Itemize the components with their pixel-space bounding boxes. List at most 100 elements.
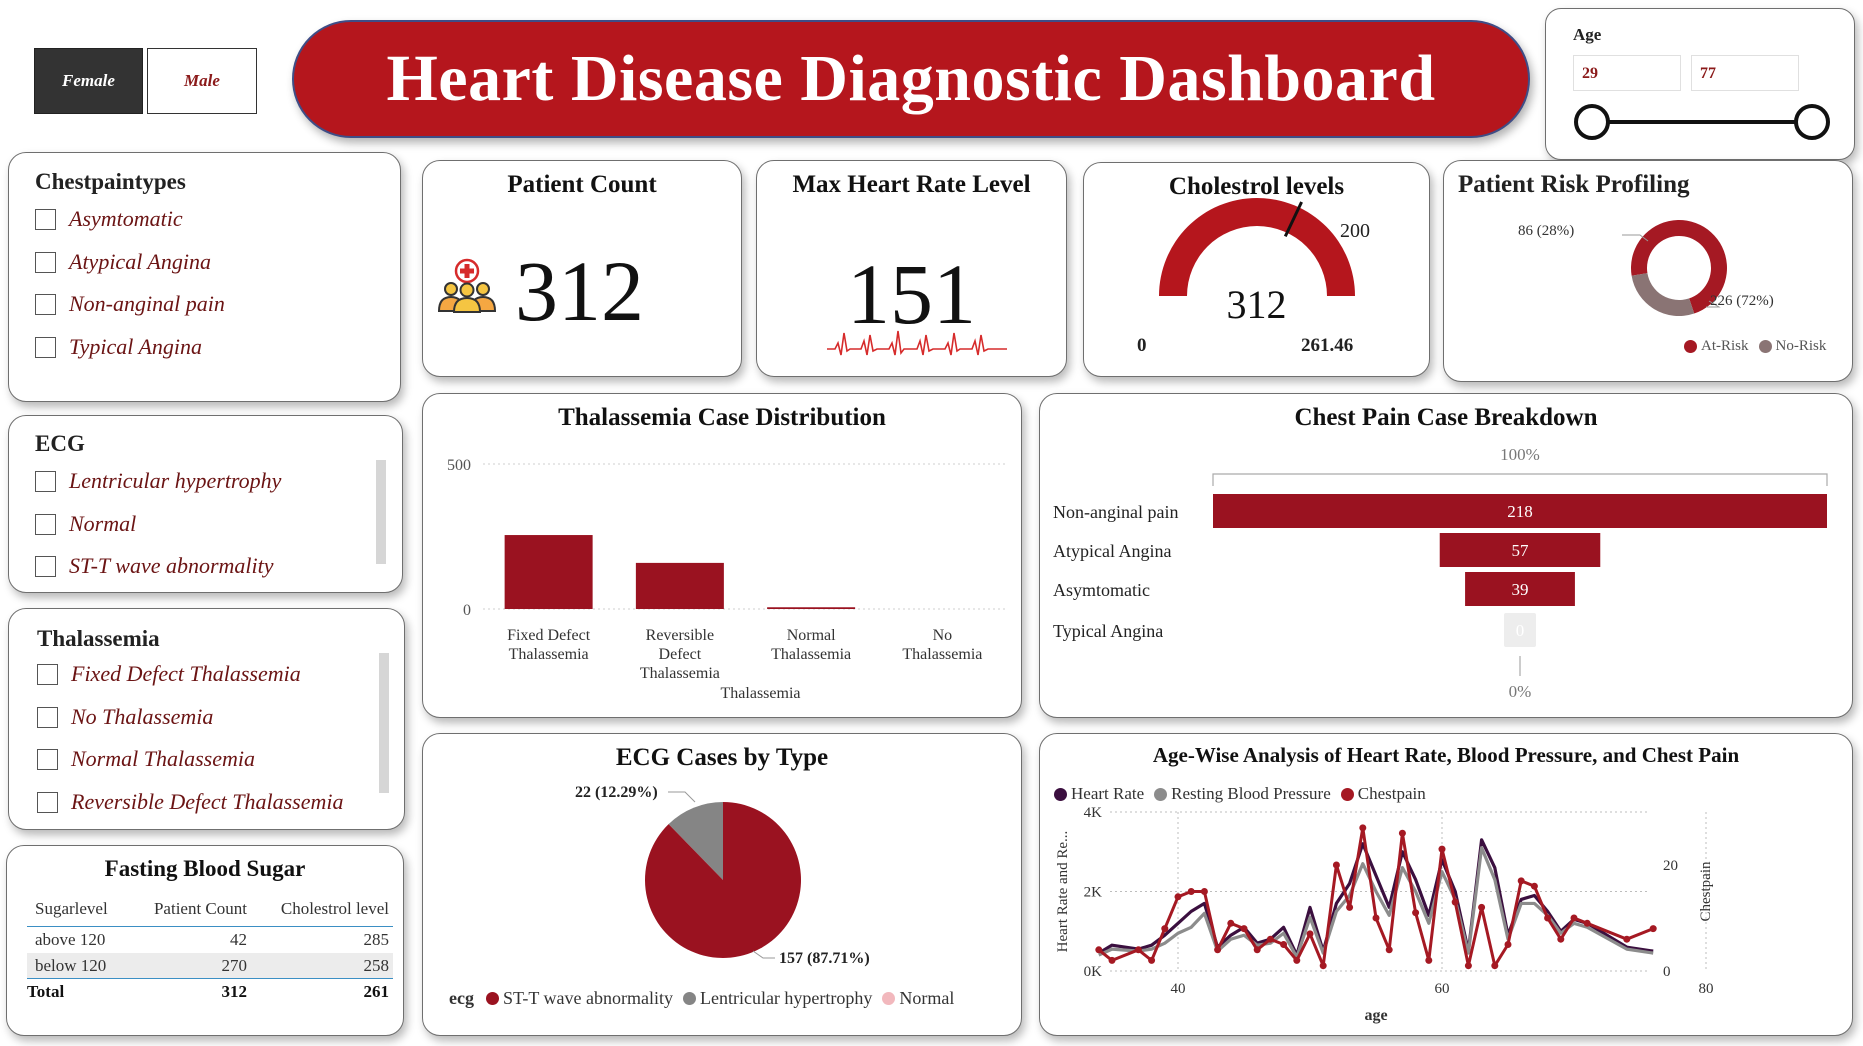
risk-profiling-card: Patient Risk Profiling 86 (28%) 226 (72%… (1443, 160, 1853, 382)
ecg-chart-card: ECG Cases by Type 22 (12.29%) 157 (87.71%… (422, 733, 1022, 1036)
chestpain-chart-title: Chest Pain Case Breakdown (1294, 404, 1598, 431)
line-point (1187, 888, 1195, 895)
funnel-top-label: 100% (1500, 445, 1540, 464)
funnel-data-label: 0 (1516, 621, 1525, 640)
legend-item-lentricular[interactable]: Lentricular hypertrophy (682, 988, 872, 1009)
table-total-row: Total 312 261 (27, 978, 393, 1004)
line-point (1491, 962, 1499, 970)
no-risk-data-label: 86 (28%) (1518, 223, 1575, 239)
chestpain-item-atypical-angina[interactable]: Atypical Angina (35, 249, 211, 275)
age-slider-min-handle[interactable] (1574, 104, 1610, 140)
gauge-max-label: 261.46 (1301, 335, 1354, 356)
line-point (1214, 946, 1222, 954)
cholestrol-title: Cholestrol levels (1168, 173, 1345, 200)
checkbox[interactable] (37, 791, 58, 813)
funnel-category-label: Asymtomatic (1053, 580, 1150, 600)
female-button[interactable]: Female (34, 48, 143, 114)
thal-item-label: No Thalassemia (71, 704, 214, 729)
x-tick-label: Fixed Defect (507, 627, 591, 644)
chestpain-item-non-anginal-pain[interactable]: Non-anginal pain (35, 291, 225, 317)
legend-label: No-Risk (1775, 338, 1827, 354)
checkbox[interactable] (37, 748, 58, 770)
table-row: below 120 270 258 (27, 953, 393, 978)
line-point (1583, 919, 1591, 927)
chestpain-item-asymtomatic[interactable]: Asymtomatic (35, 206, 183, 232)
line-point (1161, 925, 1169, 933)
line-point (1306, 930, 1314, 938)
chestpain-item-typical-angina[interactable]: Typical Angina (35, 334, 202, 360)
funnel-bottom-label: 0% (1509, 682, 1532, 701)
age-min-value: 29 (1582, 65, 1598, 82)
thal-item-normal-thalassemia[interactable]: Normal Thalassemia (37, 746, 255, 772)
legend-label: Heart Rate (1071, 784, 1145, 803)
age-max-input[interactable]: 77 (1691, 55, 1799, 91)
pie-leader-line (752, 950, 775, 959)
ecg-item-normal[interactable]: Normal (35, 511, 136, 537)
line-point (1649, 925, 1657, 933)
table-cell: 258 (363, 955, 390, 975)
checkbox[interactable] (35, 513, 56, 535)
funnel-bar (1465, 572, 1575, 606)
y-tick-label: 0K (1084, 964, 1103, 980)
checkbox[interactable] (35, 293, 56, 315)
legend-item-chestpain[interactable]: Chestpain (1340, 784, 1426, 804)
male-button[interactable]: Male (147, 48, 257, 114)
checkbox[interactable] (35, 251, 56, 273)
ecg-item-lentricular-hypertrophy[interactable]: Lentricular hypertrophy (35, 468, 281, 494)
checkbox[interactable] (35, 470, 56, 492)
checkbox[interactable] (37, 706, 58, 728)
thal-item-no-thalassemia[interactable]: No Thalassemia (37, 704, 213, 730)
table-cell: above 120 (35, 930, 106, 949)
y-axis-label: Heart Rate and Re... (1055, 831, 1071, 953)
line-point (1359, 824, 1367, 832)
checkbox[interactable] (35, 336, 56, 358)
line-point (1412, 909, 1420, 917)
age-slider-track[interactable] (1591, 120, 1813, 124)
line-series-heart-rate (1097, 838, 1654, 957)
ecg-slicer-scrollbar[interactable] (376, 460, 386, 564)
line-point (1134, 946, 1142, 954)
legend-item-st-t[interactable]: ST-T wave abnormality (485, 988, 673, 1009)
line-point (1174, 893, 1182, 901)
risk-profiling-title: Patient Risk Profiling (1458, 171, 1690, 198)
x-tick-label: Thalassemia (640, 665, 720, 682)
checkbox[interactable] (35, 208, 56, 230)
line-point (1623, 935, 1631, 943)
fbs-table: Sugarlevel Patient Count Cholestrol leve… (27, 891, 393, 1004)
legend-item-at-risk[interactable]: At-Risk (1684, 338, 1749, 355)
funnel-category-label: Atypical Angina (1053, 541, 1171, 561)
legend-item-resting-bp[interactable]: Resting Blood Pressure (1154, 784, 1331, 804)
line-point (1557, 935, 1565, 943)
legend-dot (485, 992, 499, 1005)
thal-slicer-scrollbar[interactable] (379, 653, 389, 793)
at-risk-data-label: 226 (72%) (1710, 293, 1774, 309)
legend-item-no-risk[interactable]: No-Risk (1758, 338, 1827, 355)
thal-item-fixed-defect[interactable]: Fixed Defect Thalassemia (37, 661, 301, 687)
thal-item-reversible-defect[interactable]: Reversible Defect Thalassemia (37, 789, 344, 815)
pie-data-label: 157 (87.71%) (779, 950, 870, 967)
legend-item-normal[interactable]: Normal (882, 988, 954, 1009)
checkbox[interactable] (37, 663, 58, 685)
age-min-input[interactable]: 29 (1573, 55, 1681, 91)
gauge-arc-value (1159, 197, 1355, 296)
legend-item-heart-rate[interactable]: Heart Rate (1054, 784, 1144, 804)
chestpain-item-label: Typical Angina (69, 334, 203, 359)
thal-item-label: Reversible Defect Thalassemia (71, 789, 344, 814)
x-axis-label: Thalassemia (721, 685, 801, 702)
ecg-item-label: Lentricular hypertrophy (69, 468, 282, 493)
funnel-top-bracket (1212, 473, 1828, 486)
column-header: Sugarlevel (35, 898, 108, 918)
chestpain-slicer-title: Chestpaintypes (35, 169, 186, 194)
funnel-data-label: 218 (1507, 502, 1533, 521)
ecg-item-st-t-wave-abnormality[interactable]: ST-T wave abnormality (35, 553, 274, 579)
ecg-legend: ecg ST-T wave abnormality Lentricular hy… (449, 988, 964, 1009)
max-heart-rate-title: Max Heart Rate Level (792, 171, 1031, 198)
table-cell: 312 (221, 981, 248, 1001)
funnel-bar-empty (1504, 613, 1536, 647)
checkbox[interactable] (35, 555, 56, 577)
legend-dot (1054, 787, 1067, 801)
line-point (1253, 946, 1261, 954)
table-row: above 120 42 285 (27, 927, 393, 953)
ecg-pie-chart: 22 (12.29%) 157 (87.71%) (575, 784, 870, 967)
age-slider-max-handle[interactable] (1794, 104, 1830, 140)
